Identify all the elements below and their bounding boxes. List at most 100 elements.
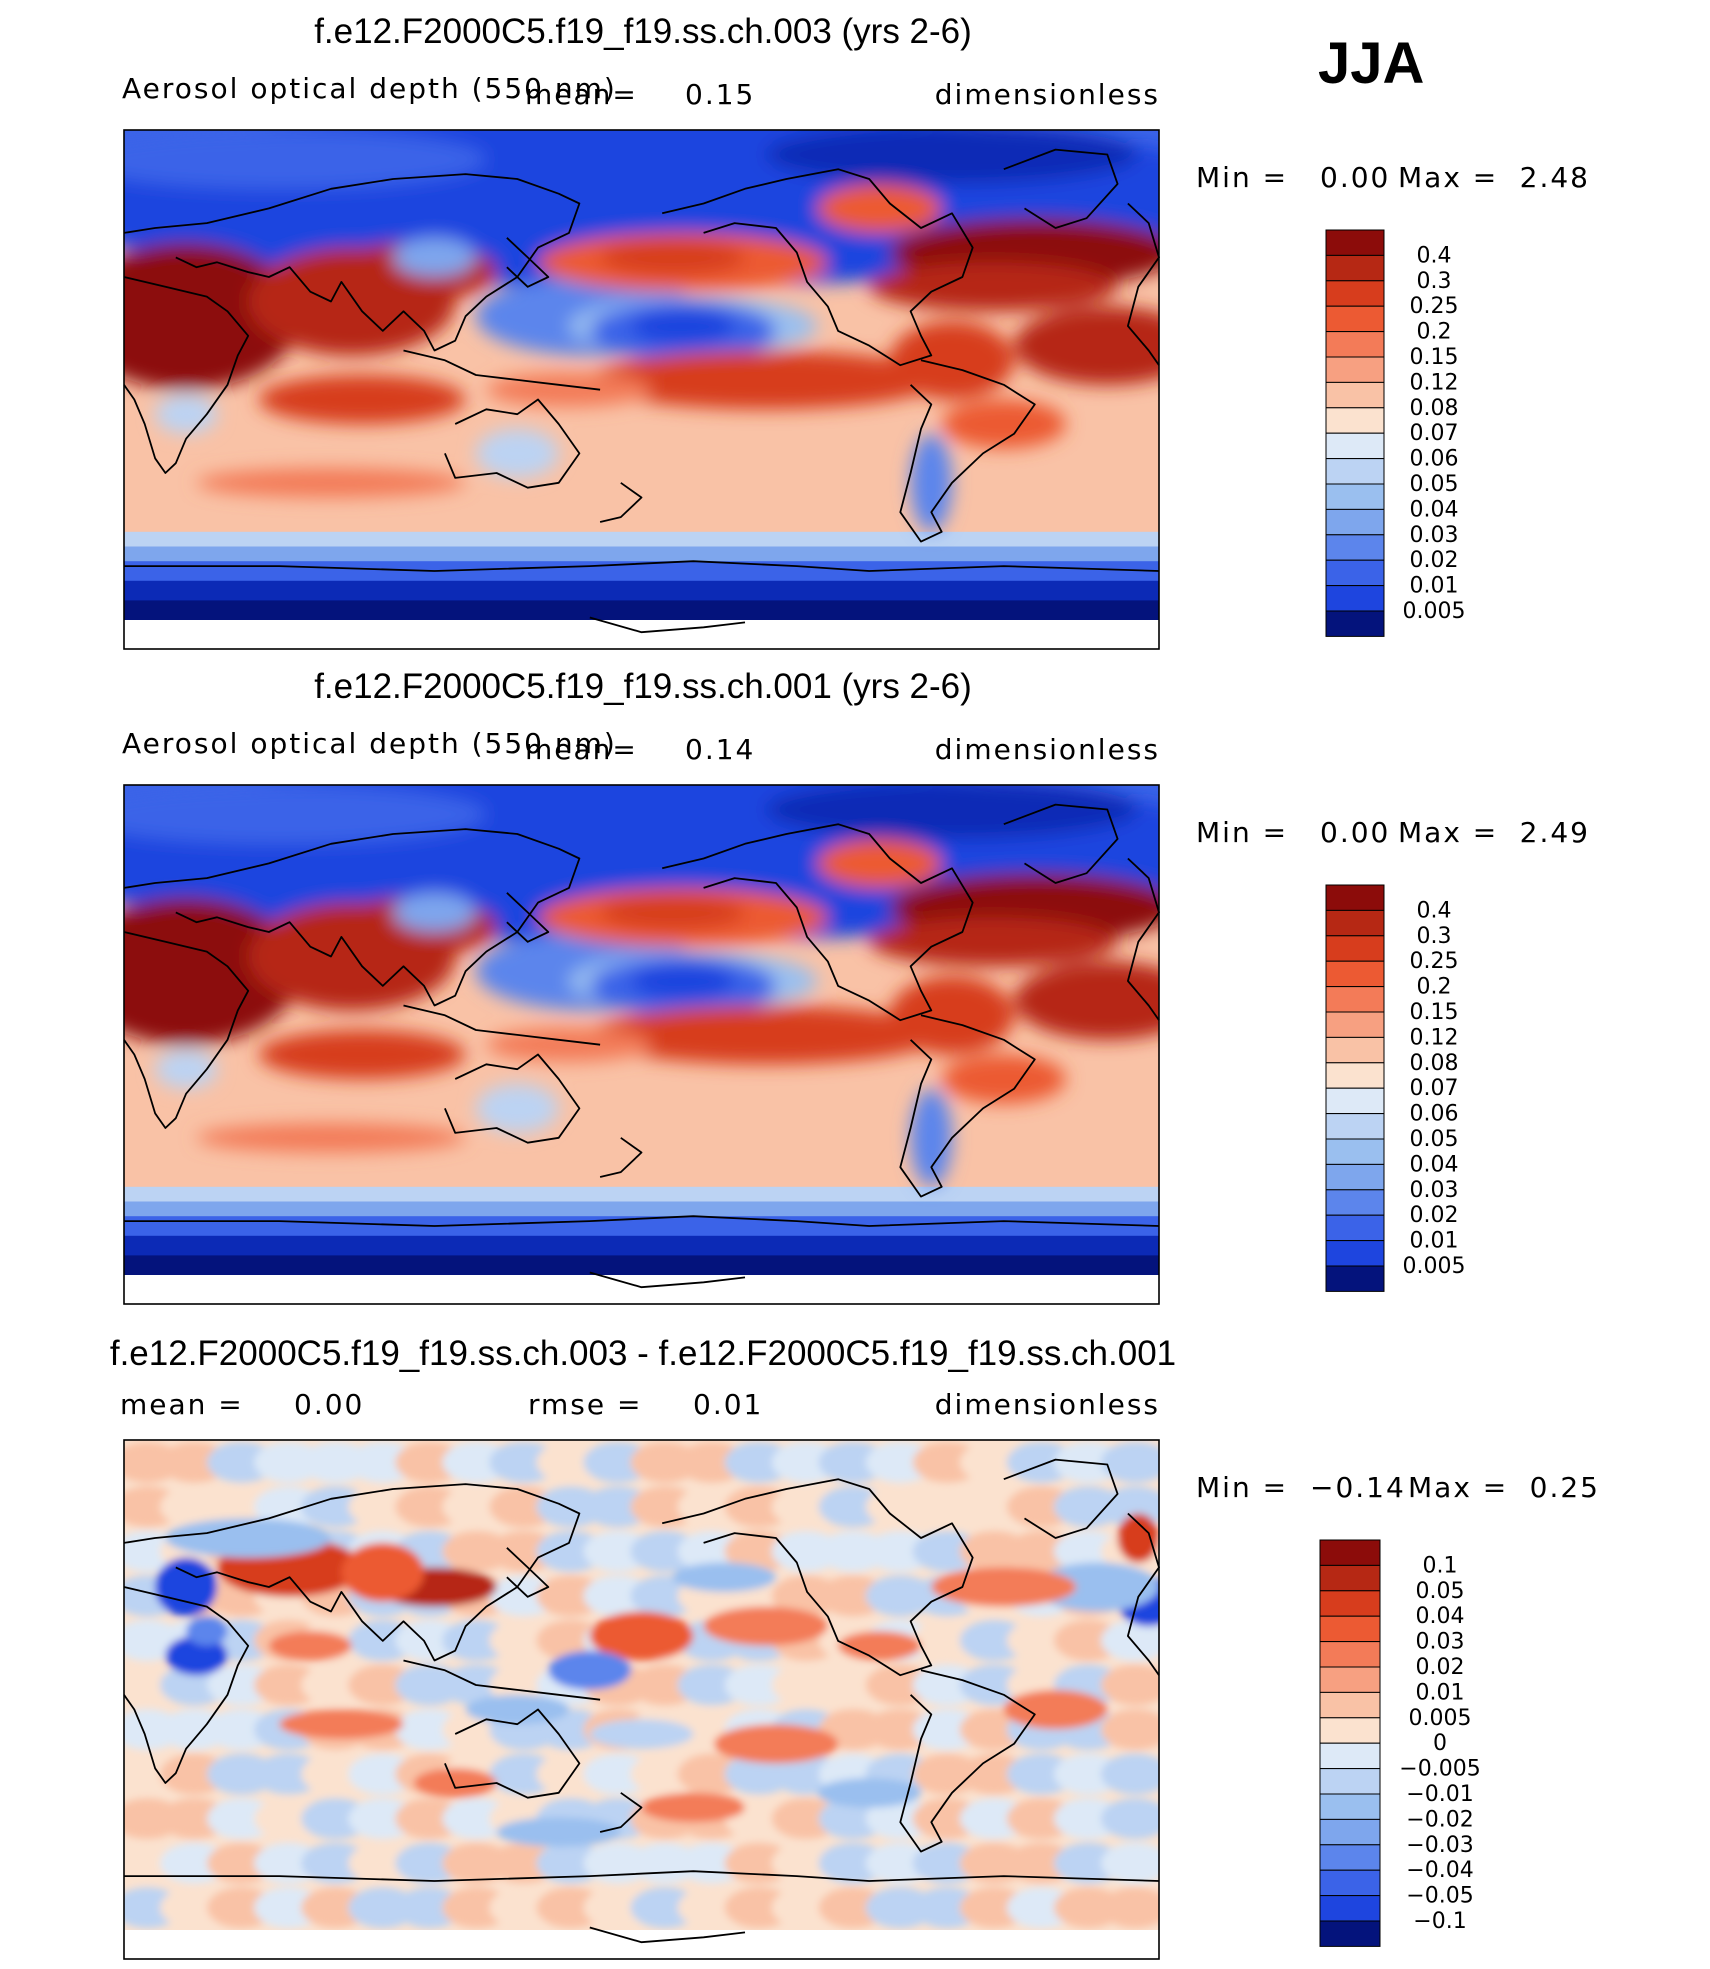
- panel-1: f.e12.F2000C5.f19_f19.ss.ch.003 (yrs 2-6…: [122, 12, 1590, 650]
- field-blob: [713, 1724, 839, 1764]
- colorbar-label: 0.4: [1417, 898, 1452, 923]
- colorbar: 0.40.30.250.20.150.120.080.070.060.050.0…: [1325, 229, 1466, 637]
- colorbar-label: 0.03: [1410, 523, 1459, 548]
- colorbar-label: 0.005: [1403, 599, 1466, 624]
- colorbar: 0.10.050.040.030.020.010.0050−0.005−0.01…: [1319, 1539, 1481, 1947]
- colorbar-box: [1319, 1691, 1381, 1719]
- colorbar-box: [1325, 229, 1385, 256]
- panel-title: f.e12.F2000C5.f19_f19.ss.ch.001 (yrs 2-6…: [314, 667, 972, 706]
- panel-2: f.e12.F2000C5.f19_f19.ss.ch.001 (yrs 2-6…: [122, 667, 1588, 1305]
- colorbar-box: [1325, 432, 1385, 460]
- field-blob: [124, 897, 300, 1045]
- map-field: [123, 130, 1160, 634]
- field-blob: [631, 306, 735, 346]
- coastlines: [123, 148, 1160, 634]
- min-value: 0.00: [1320, 161, 1390, 194]
- colorbar-box: [1319, 1641, 1381, 1668]
- coastline-europe-edge: [1127, 202, 1160, 366]
- lat-band: [124, 1235, 1159, 1257]
- colorbar-label: 0.04: [1410, 1152, 1459, 1177]
- max-label: Max =: [1398, 816, 1498, 849]
- coastline-antarctic-peninsula: [589, 1926, 746, 1944]
- field-speckle: [1100, 1842, 1159, 1884]
- colorbar-box: [1325, 356, 1385, 383]
- colorbar-label: 0.03: [1416, 1630, 1465, 1655]
- field-blob: [1014, 961, 1159, 1040]
- map-frame: [123, 1439, 1160, 1960]
- field-blob: [124, 130, 487, 189]
- coastline-antarctica: [124, 1870, 1160, 1882]
- field-blob: [869, 262, 1118, 312]
- field-blob: [196, 1123, 466, 1153]
- coastline-antarctica: [124, 560, 1160, 572]
- coastline-s-america: [899, 1014, 1036, 1198]
- coastline-newzealand: [599, 1792, 643, 1833]
- lat-band: [124, 1186, 1159, 1203]
- colorbar-box: [1319, 1717, 1381, 1744]
- lat-band: [124, 580, 1159, 602]
- blob-layer: [124, 1441, 1159, 1929]
- lat-band: [124, 561, 1159, 582]
- units-label: dimensionless: [935, 78, 1160, 111]
- coastline-japan: [506, 892, 550, 943]
- panel-title: f.e12.F2000C5.f19_f19.ss.ch.003 - f.e12.…: [110, 1334, 1176, 1373]
- coastline-greenland: [1003, 803, 1119, 884]
- colorbar-box: [1325, 483, 1385, 510]
- field-blob: [672, 1562, 777, 1592]
- colorbar-box: [1319, 1920, 1381, 1947]
- colorbar-box: [1325, 458, 1385, 485]
- coastline-newzealand: [599, 1137, 643, 1178]
- colorbar-label: 0.2: [1417, 975, 1452, 1000]
- colorbar-label: 0.2: [1417, 320, 1452, 345]
- coastline-australia: [444, 1053, 581, 1144]
- colorbar-label: 0.12: [1410, 1025, 1459, 1050]
- field-blob: [124, 785, 487, 844]
- colorbar-label: −0.03: [1406, 1833, 1473, 1858]
- color-field: [124, 785, 1159, 1275]
- coastline-indonesia: [403, 349, 601, 391]
- mean-value: 0.15: [685, 78, 755, 111]
- coastline-eurasia: [123, 828, 581, 1007]
- map-field: [123, 1440, 1160, 1944]
- colorbar-box: [1325, 610, 1385, 637]
- field-speckle: [1100, 1798, 1159, 1840]
- coastline-japan: [506, 237, 550, 288]
- colorbar-label: 0.15: [1410, 345, 1459, 370]
- colorbar-box: [1319, 1539, 1381, 1566]
- field-blob: [838, 1631, 921, 1661]
- color-field: [124, 130, 1159, 620]
- colorbar-label: 0.005: [1403, 1254, 1466, 1279]
- colorbar-label: 0.02: [1416, 1655, 1465, 1680]
- field-blob: [465, 1694, 570, 1725]
- max-value: 2.48: [1520, 161, 1590, 194]
- colorbar-label: 0.02: [1410, 1203, 1459, 1228]
- colorbar-box: [1325, 1163, 1385, 1191]
- field-blob: [941, 399, 1066, 449]
- coastline-s-america: [899, 359, 1036, 543]
- field-blob: [475, 428, 559, 478]
- field-blob: [486, 1027, 652, 1062]
- variable-label: Aerosol optical depth (550 nm): [122, 727, 617, 760]
- colorbar-box: [1319, 1615, 1381, 1643]
- colorbar-label: 0.3: [1417, 269, 1452, 294]
- field-blob: [589, 350, 942, 410]
- max-value: 0.25: [1530, 1471, 1600, 1504]
- colorbar-label: 0.25: [1410, 294, 1459, 319]
- colorbar-box: [1325, 254, 1385, 282]
- colorbar-box: [1325, 1138, 1385, 1165]
- colorbar-box: [1325, 1265, 1385, 1292]
- coastline-australia: [444, 398, 581, 489]
- coastline-africa: [123, 931, 250, 1129]
- colorbar-box: [1319, 1666, 1381, 1693]
- colorbar-box: [1325, 331, 1385, 358]
- lat-band: [124, 600, 1159, 620]
- mean-value: 0.14: [685, 733, 755, 766]
- colorbar: 0.40.30.250.20.150.120.080.070.060.050.0…: [1325, 884, 1466, 1292]
- min-value: 0.00: [1320, 816, 1390, 849]
- colorbar-box: [1319, 1742, 1381, 1770]
- colorbar-box: [1319, 1844, 1381, 1871]
- colorbar-label: 0.005: [1409, 1706, 1472, 1731]
- colorbar-label: 0.1: [1423, 1553, 1458, 1578]
- colorbar-box: [1325, 305, 1385, 333]
- lat-band: [124, 531, 1159, 548]
